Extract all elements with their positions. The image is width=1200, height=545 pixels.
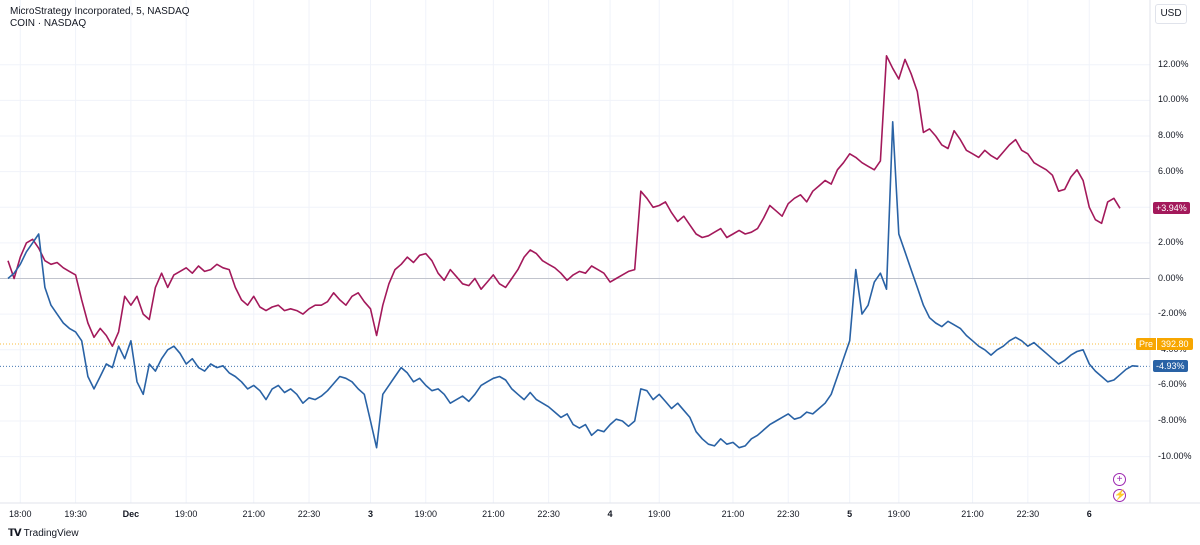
lightning-circle-icon[interactable]: ⚡ — [1113, 489, 1127, 502]
plus-circle-icon[interactable]: + — [1113, 473, 1126, 486]
y-tick-label: 6.00% — [1158, 165, 1184, 176]
coin-series-line — [7, 121, 1139, 449]
tradingview-logo-icon: 𝗧𝗩 — [8, 528, 22, 539]
x-tick-label: 4 — [607, 509, 613, 519]
mstr-series-line — [7, 54, 1121, 348]
y-tick-label: -10.00% — [1158, 450, 1192, 461]
x-tick-label: 21:00 — [961, 509, 984, 519]
x-tick-label: 21:00 — [242, 509, 265, 519]
mstr-last-value-badge: +3.94% — [1153, 202, 1190, 215]
x-tick-label: 3 — [367, 509, 373, 519]
x-tick-label: 21:00 — [721, 509, 745, 519]
x-tick-label: 18:00 — [9, 509, 32, 519]
y-tick-label: 0.00% — [1158, 272, 1184, 283]
x-tick-label: 21:00 — [482, 509, 505, 519]
x-tick-label: Dec — [122, 509, 140, 519]
grid — [0, 0, 1150, 503]
y-tick-label: 8.00% — [1158, 130, 1184, 140]
x-tick-label: 22:30 — [776, 509, 800, 519]
main-series-title[interactable]: MicroStrategy Incorporated, 5, NASDAQ — [10, 6, 190, 17]
x-tick-label: 19:00 — [887, 509, 911, 519]
y-tick-label: -2.00% — [1158, 308, 1187, 319]
x-tick-label: 19:30 — [64, 509, 87, 519]
x-tick-label: 19:00 — [414, 509, 438, 519]
currency-button[interactable]: USD — [1155, 4, 1187, 24]
x-tick-label: 6 — [1086, 509, 1092, 519]
pre-label: Pre — [1136, 338, 1157, 350]
compare-series-title[interactable]: COIN · NASDAQ — [10, 18, 87, 29]
y-tick-label: -6.00% — [1158, 379, 1187, 390]
x-tick-label: 19:00 — [647, 509, 671, 519]
y-tick-label: 12.00% — [1158, 58, 1189, 69]
pre-market-badge: Pre 392.80 — [1136, 338, 1193, 350]
tradingview-text: TradingView — [23, 528, 79, 539]
y-tick-label: -8.00% — [1158, 415, 1187, 425]
pre-value: 392.80 — [1156, 338, 1193, 350]
x-tick-label: 22:30 — [297, 509, 321, 519]
tradingview-branding[interactable]: 𝗧𝗩 TradingView — [8, 528, 79, 539]
x-tick-label: 5 — [847, 509, 853, 519]
y-tick-label: 2.00% — [1158, 236, 1184, 247]
coin-last-value-badge: -4.93% — [1153, 360, 1188, 373]
x-tick-label: 22:30 — [1016, 509, 1040, 519]
y-tick-label: 10.00% — [1158, 94, 1189, 105]
series-legend: MicroStrategy Incorporated, 5, NASDAQ CO… — [10, 6, 190, 30]
x-tick-label: 19:00 — [174, 509, 198, 519]
x-tick-label: 22:30 — [537, 509, 560, 519]
